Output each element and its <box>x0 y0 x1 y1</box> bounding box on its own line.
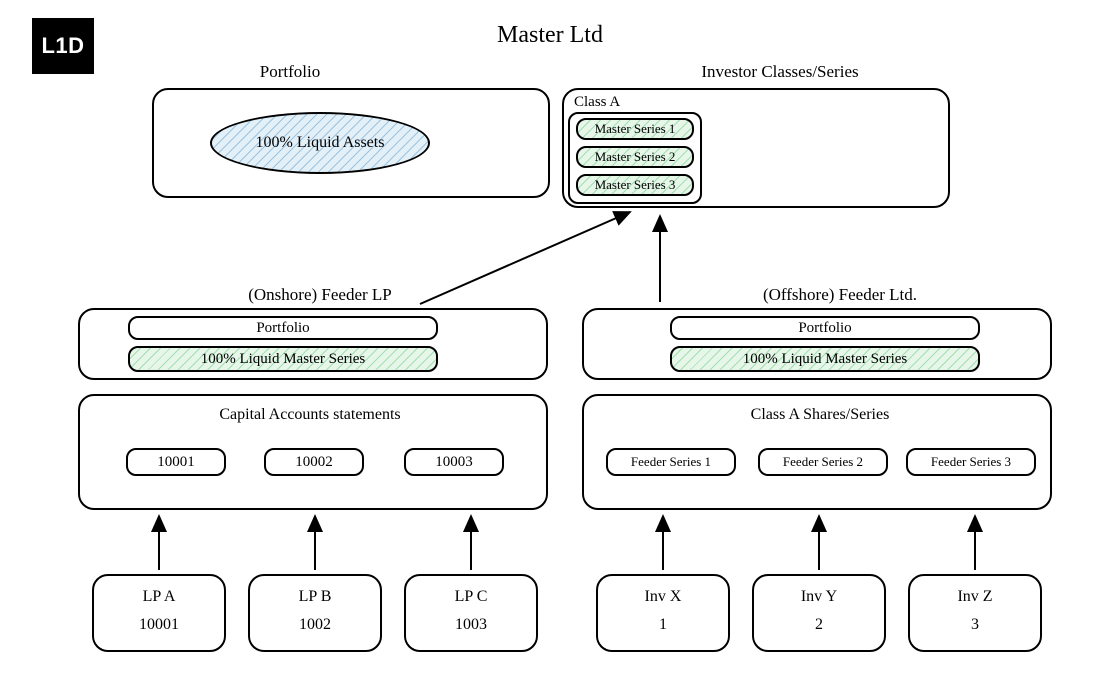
diagram-title: Master Ltd <box>430 22 670 49</box>
investor-box: Inv X 1 <box>596 574 730 652</box>
onshore-title: (Onshore) Feeder LP <box>190 285 450 305</box>
onshore-portfolio-label-box: Portfolio <box>128 316 438 340</box>
investor-id: 2 <box>754 616 884 634</box>
capital-account-item: 10003 <box>404 448 504 476</box>
portfolio-heading: Portfolio <box>210 62 370 82</box>
investor-name: LP B <box>250 588 380 606</box>
investor-box: LP C 1003 <box>404 574 538 652</box>
investor-name: LP A <box>94 588 224 606</box>
investor-name: LP C <box>406 588 536 606</box>
master-series-item: Master Series 3 <box>576 174 694 196</box>
investor-classes-heading: Investor Classes/Series <box>640 62 920 82</box>
master-series-item: Master Series 1 <box>576 118 694 140</box>
investor-name: Inv X <box>598 588 728 606</box>
investor-box: Inv Z 3 <box>908 574 1042 652</box>
investor-box: Inv Y 2 <box>752 574 886 652</box>
investor-id: 10001 <box>94 616 224 634</box>
liquid-assets-ellipse: 100% Liquid Assets <box>210 112 430 174</box>
feeder-series-item: Feeder Series 2 <box>758 448 888 476</box>
investor-box: LP A 10001 <box>92 574 226 652</box>
offshore-title: (Offshore) Feeder Ltd. <box>710 285 970 305</box>
investor-id: 1002 <box>250 616 380 634</box>
offshore-portfolio-label-box: Portfolio <box>670 316 980 340</box>
logo-badge: L1D <box>32 18 94 74</box>
capital-accounts-title: Capital Accounts statements <box>150 406 470 424</box>
investor-id: 3 <box>910 616 1040 634</box>
capital-account-item: 10001 <box>126 448 226 476</box>
investor-id: 1003 <box>406 616 536 634</box>
investor-id: 1 <box>598 616 728 634</box>
feeder-series-item: Feeder Series 1 <box>606 448 736 476</box>
class-a-label: Class A <box>574 94 620 111</box>
class-a-shares-title: Class A Shares/Series <box>700 406 940 424</box>
liquid-assets-label: 100% Liquid Assets <box>256 134 385 152</box>
onshore-liquid-box: 100% Liquid Master Series <box>128 346 438 372</box>
capital-account-item: 10002 <box>264 448 364 476</box>
offshore-liquid-box: 100% Liquid Master Series <box>670 346 980 372</box>
investor-name: Inv Z <box>910 588 1040 606</box>
investor-name: Inv Y <box>754 588 884 606</box>
feeder-series-item: Feeder Series 3 <box>906 448 1036 476</box>
investor-box: LP B 1002 <box>248 574 382 652</box>
master-series-item: Master Series 2 <box>576 146 694 168</box>
